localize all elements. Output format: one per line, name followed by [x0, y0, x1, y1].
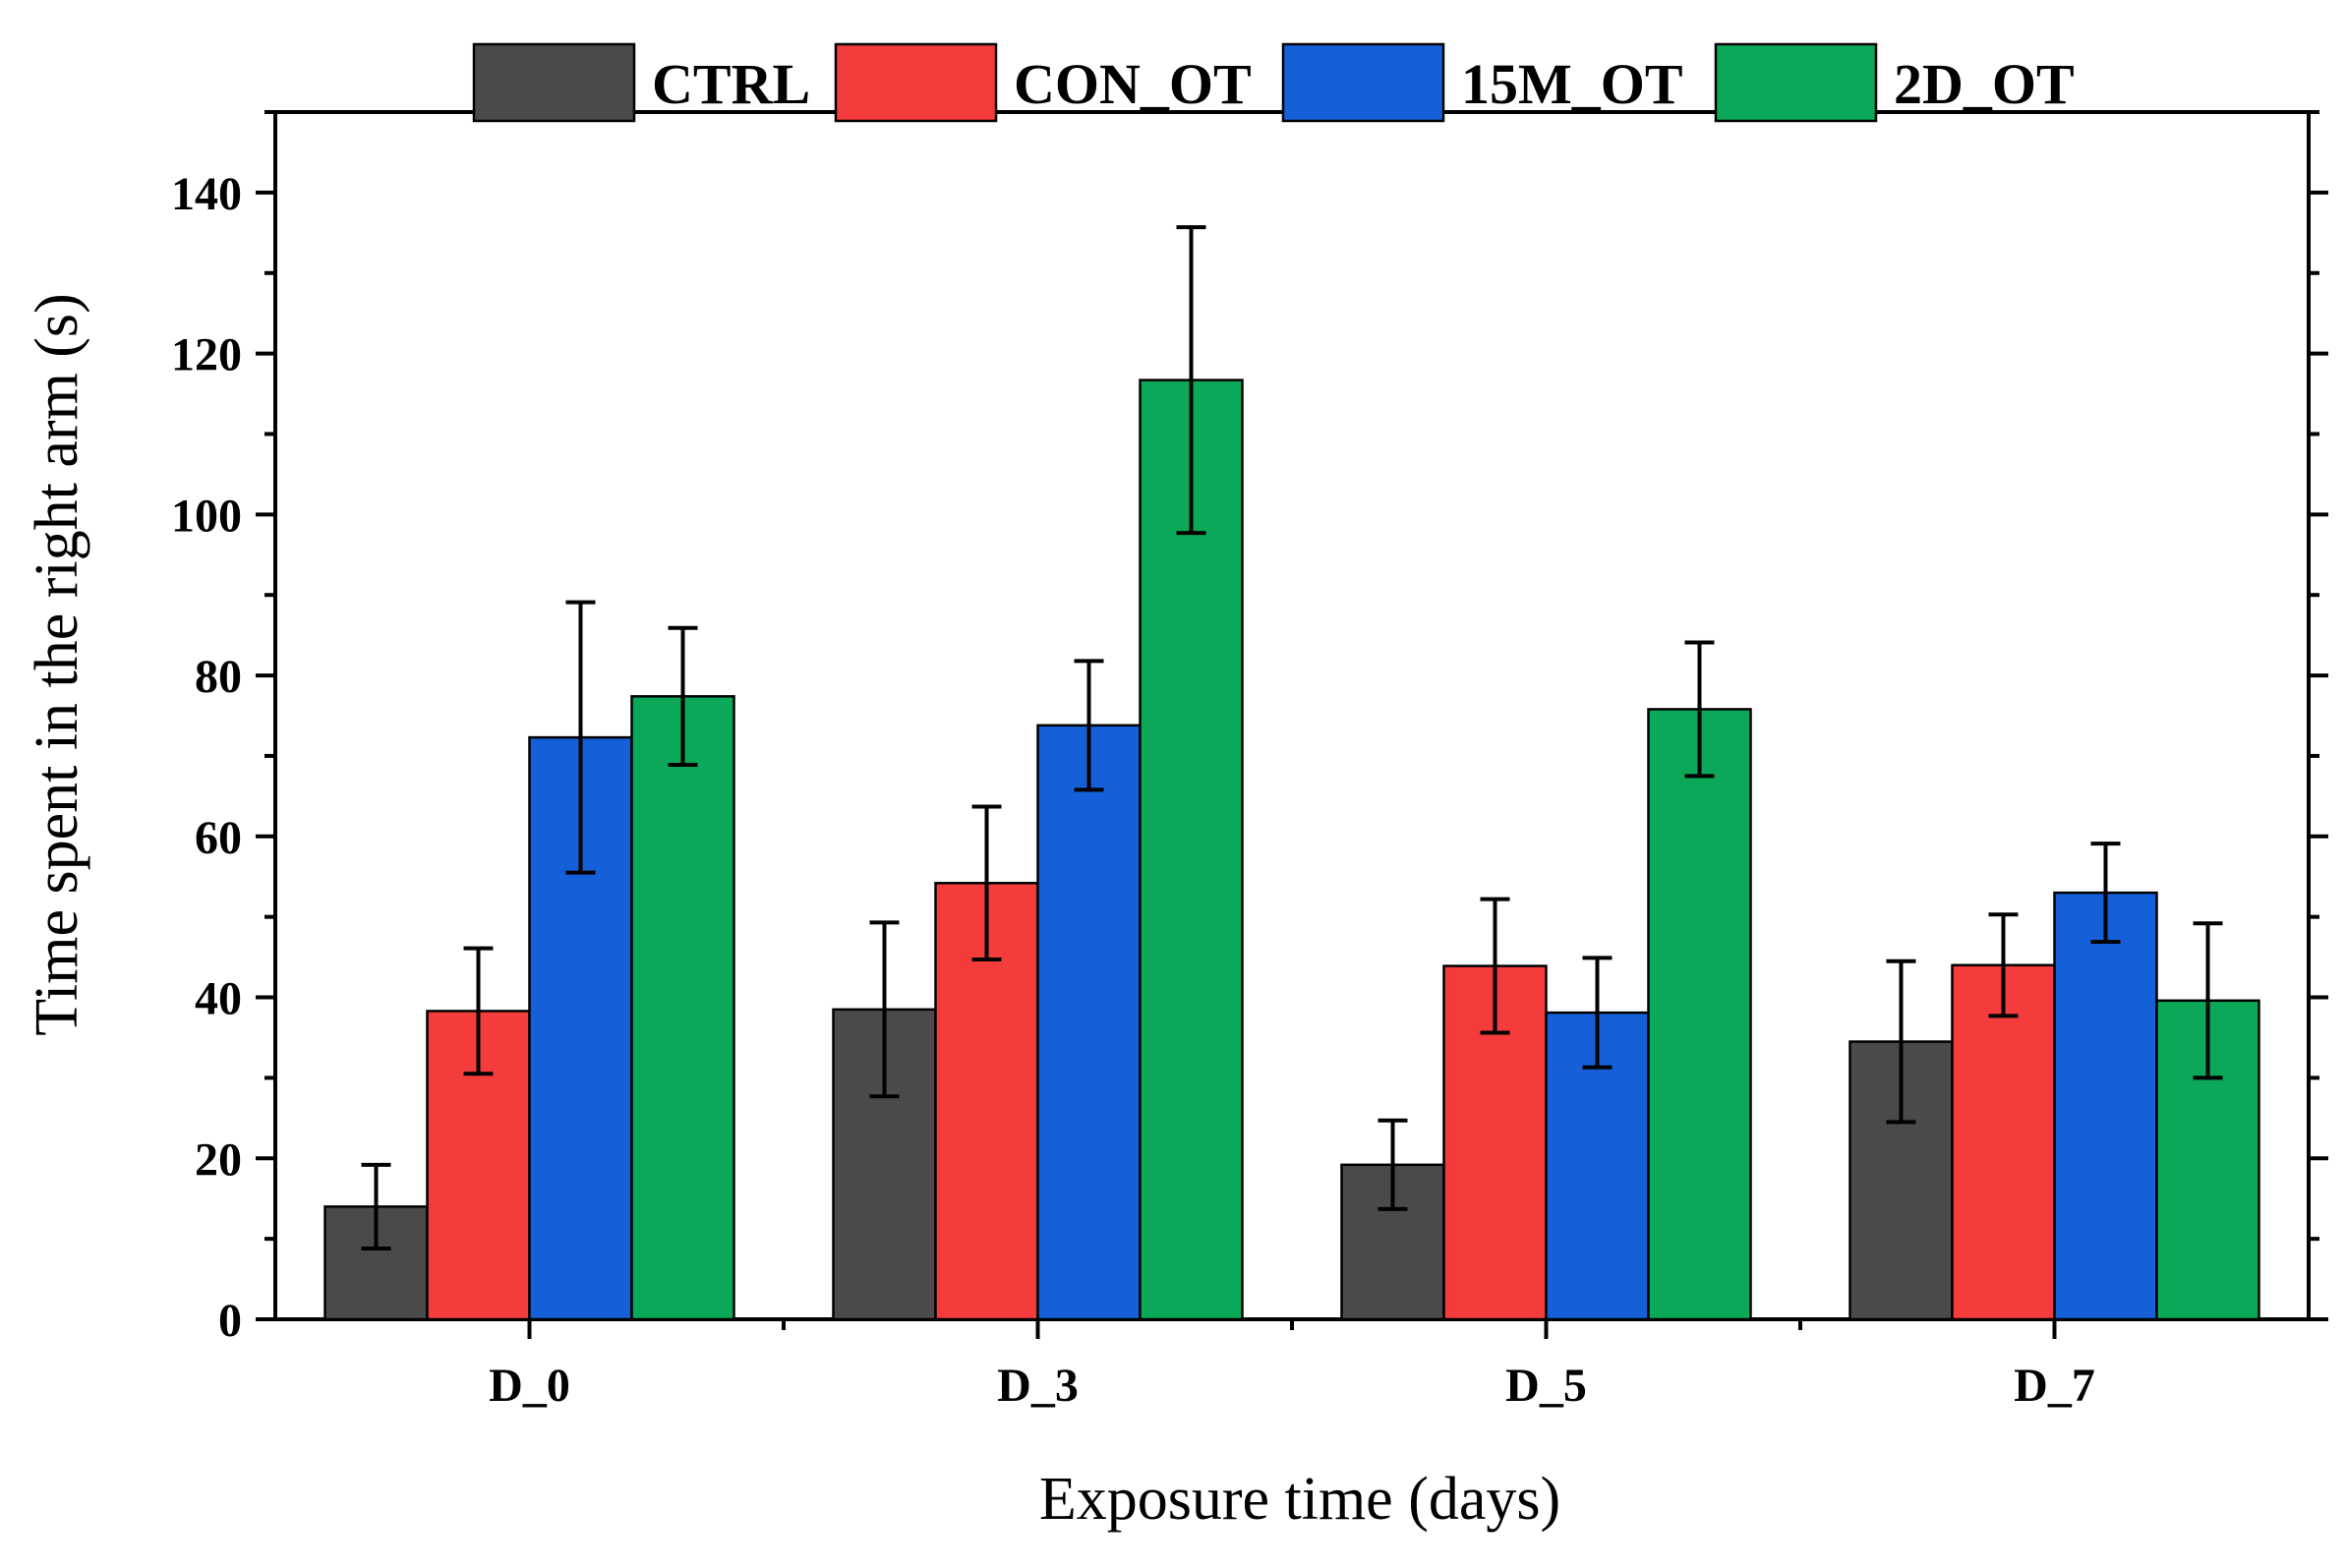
- y-tick-label: 20: [195, 1133, 242, 1186]
- y-tick-label: 60: [195, 812, 242, 864]
- bar-2d_ot-d_3: [1139, 378, 1244, 1321]
- y-axis-title: Time spent in the right arm (s): [24, 293, 90, 1035]
- bar-2d_ot-d_0: [630, 695, 735, 1321]
- legend-label-15m_ot: 15M_OT: [1461, 52, 1683, 116]
- x-axis-title: Exposure time (days): [1039, 1466, 1560, 1533]
- x-tick-label: D_7: [2014, 1360, 2095, 1412]
- x-tick-label: D_5: [1505, 1360, 1587, 1412]
- bar-2d_ot-d_5: [1647, 708, 1752, 1321]
- legend-label-con_ot: CON_OT: [1014, 52, 1252, 116]
- bar-15m_ot-d_7: [2053, 891, 2158, 1321]
- legend-label-ctrl: CTRL: [652, 52, 810, 116]
- y-tick-label: 40: [195, 973, 242, 1025]
- plot-area: 0 20 40 60 80 100 120 140 D_0 D_3 D_5 D_7: [171, 110, 2328, 1412]
- legend: CTRL CON_OT 15M_OT 2D_OT: [472, 42, 2075, 123]
- bar-con_ot-d_7: [1951, 963, 2056, 1321]
- y-tick-label: 100: [171, 490, 242, 542]
- legend-swatch-ctrl: [472, 42, 636, 123]
- legend-swatch-15m_ot: [1281, 42, 1445, 123]
- legend-swatch-2d_ot: [1714, 42, 1878, 123]
- legend-label-2d_ot: 2D_OT: [1894, 52, 2075, 116]
- legend-swatch-con_ot: [834, 42, 998, 123]
- x-tick-label: D_3: [997, 1360, 1079, 1412]
- y-tick-label: 0: [218, 1295, 242, 1347]
- y-tick-label: 80: [195, 651, 242, 703]
- y-tick-label: 140: [171, 168, 242, 220]
- y-tick-label: 120: [171, 329, 242, 381]
- x-tick-label: D_0: [489, 1360, 570, 1412]
- bar-15m_ot-d_3: [1036, 724, 1142, 1321]
